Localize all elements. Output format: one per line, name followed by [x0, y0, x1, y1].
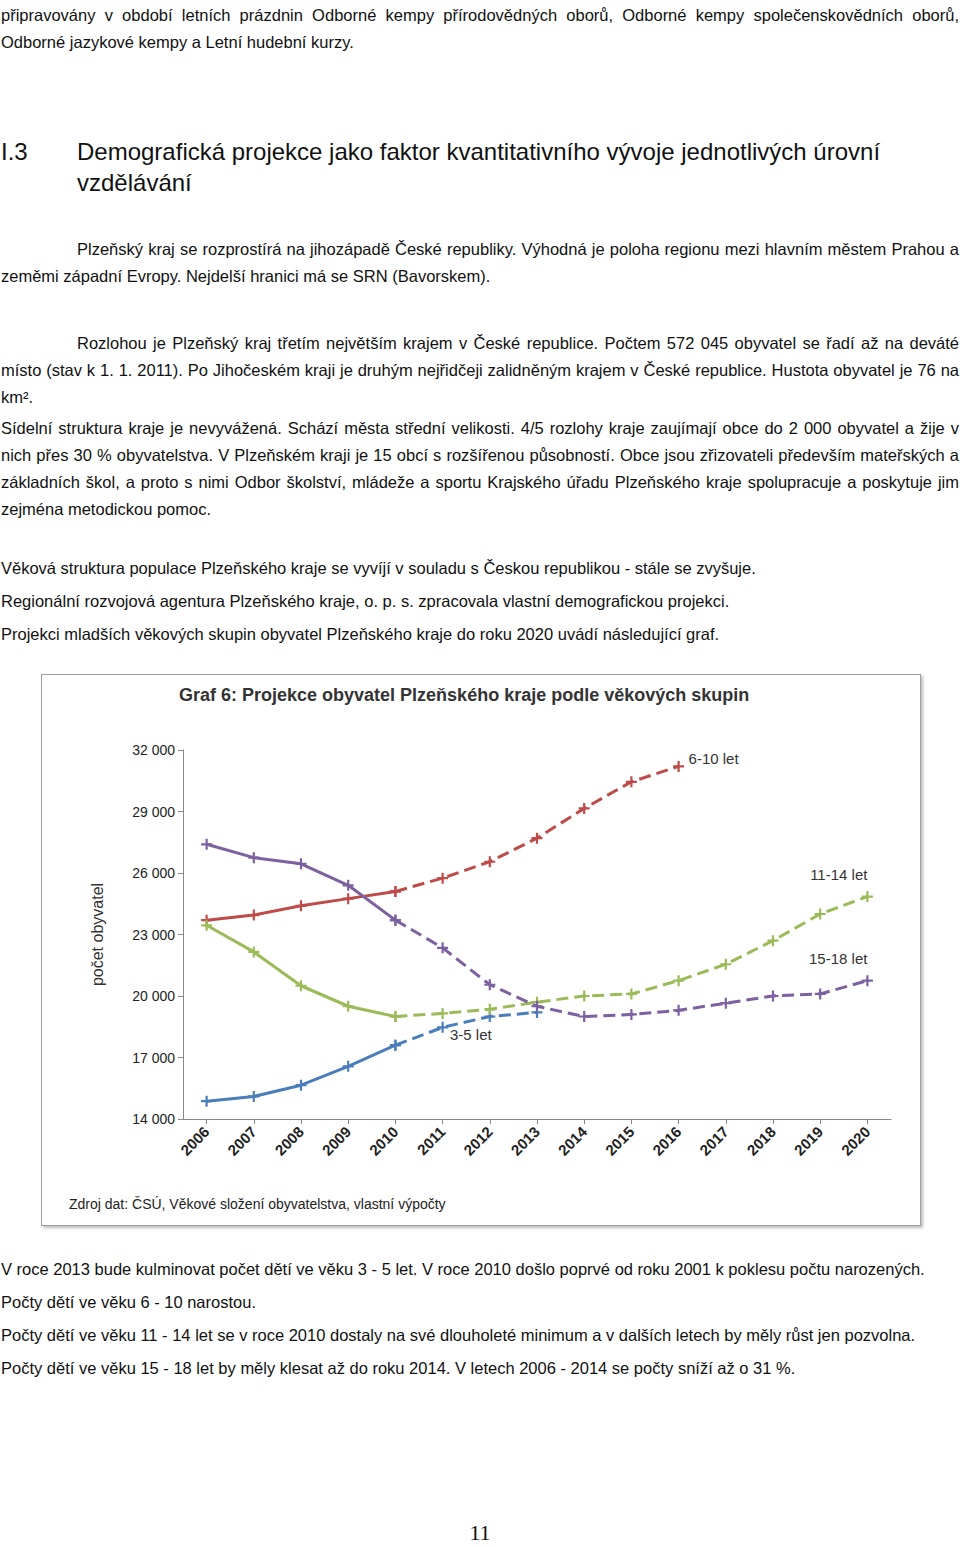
svg-text:32 000: 32 000 — [132, 742, 175, 758]
svg-text:2012: 2012 — [460, 1123, 496, 1159]
svg-text:2008: 2008 — [271, 1123, 307, 1159]
svg-text:11-14 let: 11-14 let — [810, 866, 868, 883]
svg-text:2010: 2010 — [366, 1123, 402, 1159]
svg-text:2019: 2019 — [791, 1123, 827, 1159]
svg-text:14 000: 14 000 — [132, 1111, 175, 1127]
svg-text:29 000: 29 000 — [132, 804, 175, 820]
svg-text:17 000: 17 000 — [132, 1050, 175, 1066]
html-text:Plzeňský kraj se rozprostírá n: Plzeňský kraj se rozprostírá na jihozápa… — [1, 240, 959, 285]
html-text:Rozlohou je Plzeňský kraj třet: Rozlohou je Plzeňský kraj třetím největš… — [1, 334, 959, 406]
svg-text:3-5 let: 3-5 let — [450, 1026, 493, 1043]
svg-text:Zdroj dat: ČSÚ, Věkové složení: Zdroj dat: ČSÚ, Věkové složení obyvatels… — [69, 1196, 446, 1212]
svg-text:2020: 2020 — [838, 1123, 874, 1159]
html-text:Věková struktura populace Plze: Věková struktura populace Plzeňského kra… — [1, 559, 756, 577]
svg-text:2016: 2016 — [649, 1123, 685, 1159]
svg-text:23 000: 23 000 — [132, 927, 175, 943]
svg-text:2018: 2018 — [743, 1123, 779, 1159]
html-text:připravovány v období letních: připravovány v období letních prázdnin O… — [1, 6, 959, 51]
html-text:Sídelní struktura kraje je nev: Sídelní struktura kraje je nevyvážená. S… — [1, 419, 959, 518]
svg-text:2017: 2017 — [696, 1123, 732, 1159]
html-text:Počty dětí ve věku 15 - 18 let: Počty dětí ve věku 15 - 18 let by měly k… — [1, 1359, 796, 1377]
html-text:I.3: I.3 — [1, 138, 28, 165]
svg-text:6-10 let: 6-10 let — [689, 750, 740, 767]
html-text:Počty dětí ve věku 6 - 10 naro: Počty dětí ve věku 6 - 10 narostou. — [1, 1293, 256, 1311]
svg-text:2014: 2014 — [555, 1123, 591, 1159]
svg-text:2011: 2011 — [414, 1123, 449, 1158]
svg-text:2007: 2007 — [224, 1123, 260, 1159]
html-text:Počty dětí ve věku 11 - 14 let: Počty dětí ve věku 11 - 14 let se v roce… — [1, 1326, 916, 1344]
svg-text:2015: 2015 — [602, 1123, 638, 1159]
svg-text:Graf 6: Projekce obyvatel Plze: Graf 6: Projekce obyvatel Plzeňského kra… — [179, 685, 749, 705]
svg-text:2009: 2009 — [319, 1123, 355, 1159]
html-text:V roce 2013 bude kulminovat po: V roce 2013 bude kulminovat počet dětí v… — [1, 1260, 925, 1278]
html-text:Demografická projekce jako fak: Demografická projekce jako faktor kvanti… — [77, 138, 881, 196]
html-text:11: 11 — [469, 1520, 491, 1545]
html-text:Regionální rozvojová agentura: Regionální rozvojová agentura Plzeňského… — [1, 592, 730, 610]
svg-text:2006: 2006 — [177, 1123, 213, 1159]
svg-text:počet obyvatel: počet obyvatel — [89, 883, 106, 986]
svg-text:26 000: 26 000 — [132, 865, 175, 881]
svg-text:20 000: 20 000 — [132, 988, 175, 1004]
html-text:Projekci mladších věkových sku: Projekci mladších věkových skupin obyvat… — [1, 625, 720, 643]
svg-text:2013: 2013 — [507, 1123, 543, 1159]
svg-text:15-18 let: 15-18 let — [809, 950, 868, 967]
